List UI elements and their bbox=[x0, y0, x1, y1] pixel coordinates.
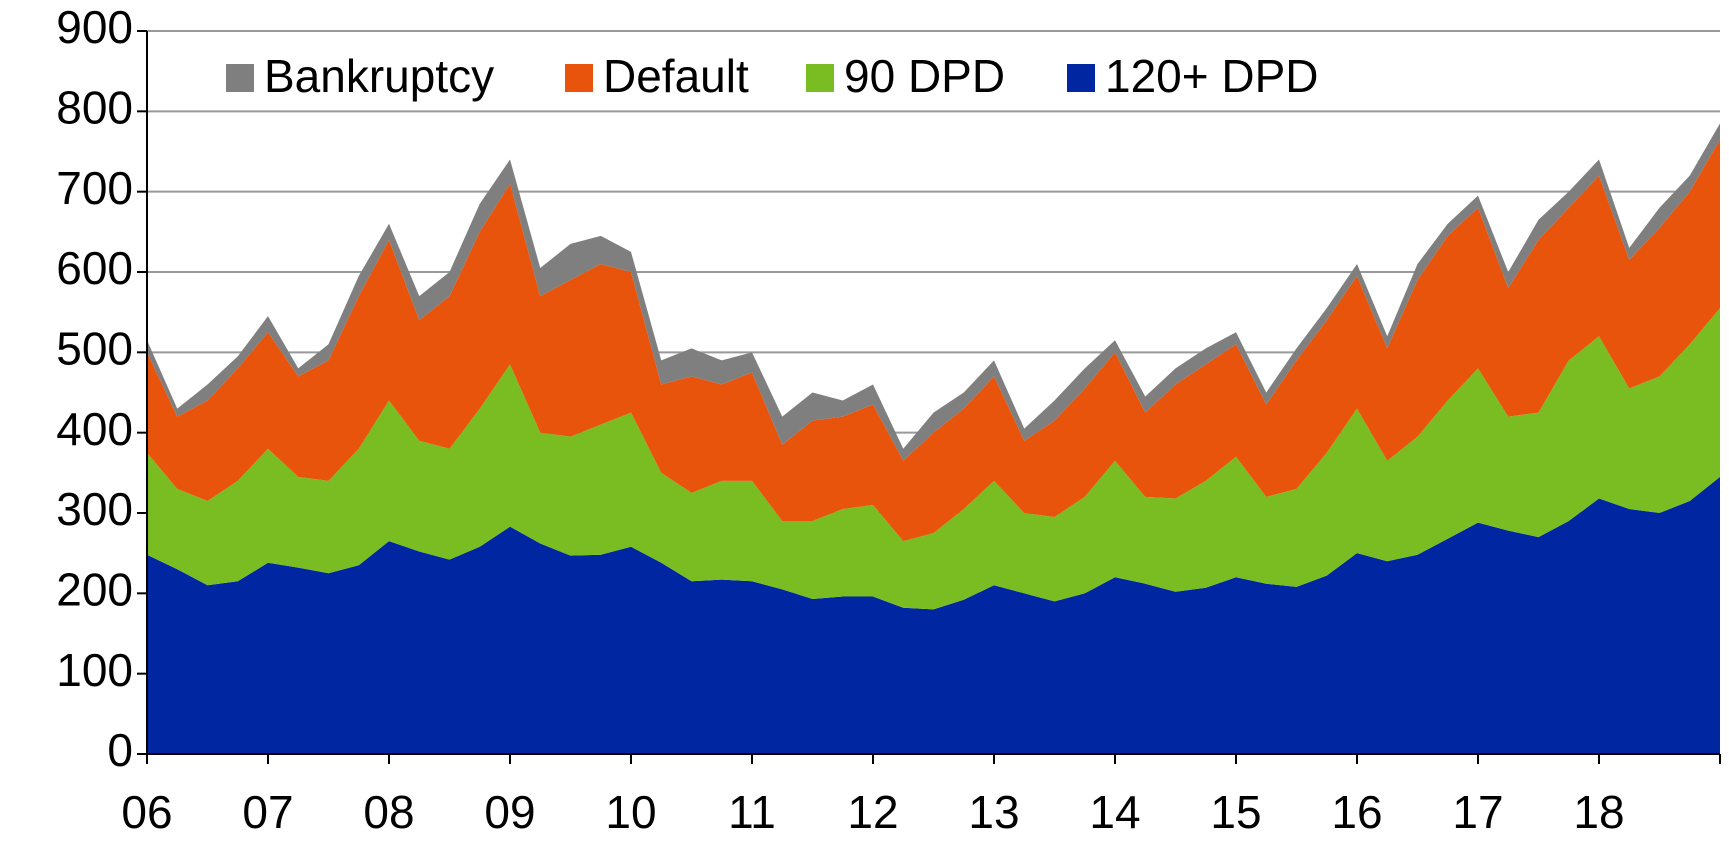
y-tick-label: 800 bbox=[56, 81, 133, 133]
x-tick-label: 17 bbox=[1452, 786, 1503, 838]
legend-label: 90 DPD bbox=[844, 50, 1005, 102]
legend-swatch bbox=[565, 64, 593, 92]
x-tick-label: 12 bbox=[847, 786, 898, 838]
x-tick-label: 09 bbox=[484, 786, 535, 838]
x-tick-label: 15 bbox=[1210, 786, 1261, 838]
legend-swatch bbox=[806, 64, 834, 92]
y-tick-label: 100 bbox=[56, 644, 133, 696]
x-tick-label: 07 bbox=[242, 786, 293, 838]
y-tick-label: 700 bbox=[56, 162, 133, 214]
x-tick-label: 16 bbox=[1331, 786, 1382, 838]
x-tick-label: 14 bbox=[1089, 786, 1140, 838]
y-tick-label: 200 bbox=[56, 563, 133, 615]
area bbox=[147, 308, 1720, 610]
y-tick-label: 500 bbox=[56, 322, 133, 374]
y-tick-label: 300 bbox=[56, 483, 133, 535]
legend-swatch bbox=[226, 64, 254, 92]
area bbox=[147, 139, 1720, 542]
x-tick-label: 18 bbox=[1573, 786, 1624, 838]
legend-swatch bbox=[1067, 64, 1095, 92]
x-tick-label: 06 bbox=[121, 786, 172, 838]
x-tick-label: 11 bbox=[728, 786, 776, 838]
y-tick-label: 600 bbox=[56, 242, 133, 294]
x-tick-label: 10 bbox=[605, 786, 656, 838]
y-tick-label: 900 bbox=[56, 1, 133, 53]
x-tick-label: 13 bbox=[968, 786, 1019, 838]
legend-label: 120+ DPD bbox=[1105, 50, 1319, 102]
x-tick-label: 08 bbox=[363, 786, 414, 838]
legend-label: Bankruptcy bbox=[264, 50, 494, 102]
legend-label: Default bbox=[603, 50, 749, 102]
area bbox=[147, 476, 1720, 754]
y-tick-label: 0 bbox=[107, 724, 133, 776]
y-tick-label: 400 bbox=[56, 403, 133, 455]
